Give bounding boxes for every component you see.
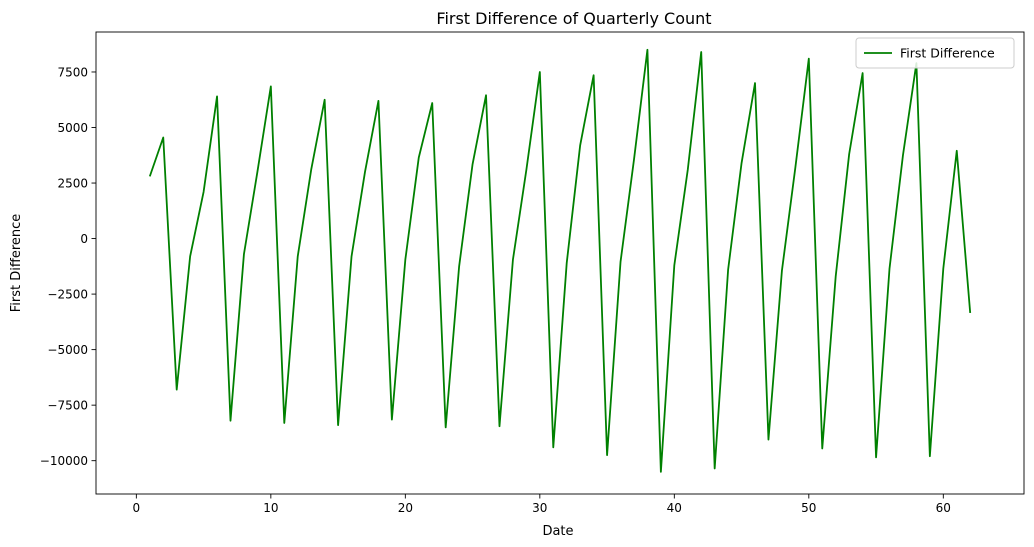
chart-title: First Difference of Quarterly Count bbox=[436, 9, 711, 28]
x-tick-label: 20 bbox=[398, 501, 413, 515]
x-tick-label: 10 bbox=[263, 501, 278, 515]
y-tick-label: −10000 bbox=[40, 454, 88, 468]
series-line-0 bbox=[148, 48, 972, 473]
y-tick-label: 2500 bbox=[57, 176, 88, 190]
y-tick-label: −5000 bbox=[47, 343, 88, 357]
y-tick-label: 0 bbox=[80, 232, 88, 246]
x-tick-label: 60 bbox=[936, 501, 951, 515]
y-tick-label: −7500 bbox=[47, 398, 88, 412]
axes-frame bbox=[95, 31, 1025, 495]
plot-area bbox=[95, 31, 1025, 495]
x-tick-label: 40 bbox=[667, 501, 682, 515]
x-axis-label: Date bbox=[542, 524, 573, 539]
legend: First Difference bbox=[855, 37, 1015, 69]
x-axis: 0 10 20 30 40 50 60 bbox=[133, 494, 951, 515]
y-tick-label: −2500 bbox=[47, 287, 88, 301]
legend-entry: First Difference bbox=[900, 46, 995, 61]
legend-box bbox=[855, 37, 1015, 69]
x-tick-label: 0 bbox=[133, 501, 141, 515]
y-axis: −10000 −7500 −5000 −2500 0 2500 5000 7500 bbox=[40, 65, 96, 468]
y-tick-label: 7500 bbox=[57, 65, 88, 79]
x-tick-label: 50 bbox=[801, 501, 816, 515]
y-axis-label: First Difference bbox=[9, 214, 24, 313]
y-tick-label: 5000 bbox=[57, 121, 88, 135]
x-tick-label: 30 bbox=[532, 501, 547, 515]
